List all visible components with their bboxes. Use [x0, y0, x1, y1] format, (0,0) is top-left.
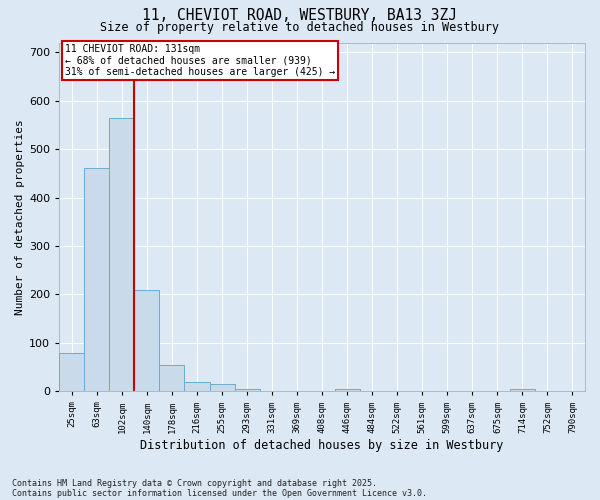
Bar [184, 382, 209, 392]
Text: Contains HM Land Registry data © Crown copyright and database right 2025.
Contai: Contains HM Land Registry data © Crown c… [12, 479, 427, 498]
Y-axis label: Number of detached properties: Number of detached properties [15, 119, 25, 315]
Text: 11 CHEVIOT ROAD: 131sqm
← 68% of detached houses are smaller (939)
31% of semi-d: 11 CHEVIOT ROAD: 131sqm ← 68% of detache… [65, 44, 335, 78]
Bar [134, 290, 160, 392]
Bar [59, 354, 85, 392]
Bar [160, 364, 184, 392]
Bar [235, 389, 260, 392]
Bar [109, 118, 134, 392]
Bar [335, 389, 360, 392]
Text: 11, CHEVIOT ROAD, WESTBURY, BA13 3ZJ: 11, CHEVIOT ROAD, WESTBURY, BA13 3ZJ [143, 8, 458, 22]
Bar [209, 384, 235, 392]
Text: Size of property relative to detached houses in Westbury: Size of property relative to detached ho… [101, 22, 499, 35]
Bar [85, 168, 109, 392]
Bar [510, 389, 535, 392]
X-axis label: Distribution of detached houses by size in Westbury: Distribution of detached houses by size … [140, 440, 504, 452]
